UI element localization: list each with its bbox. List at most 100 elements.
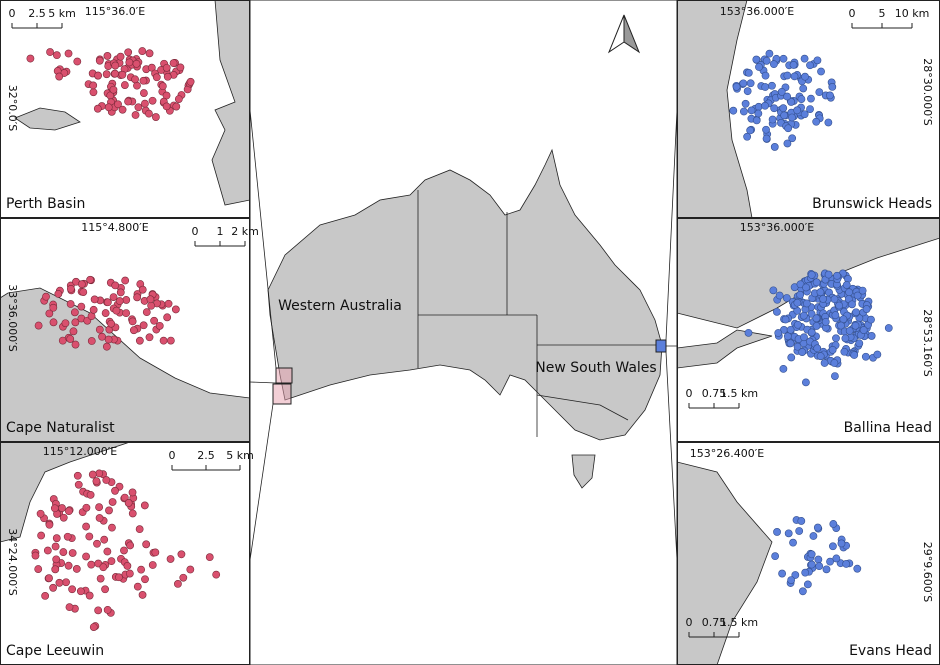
sighting (71, 340, 80, 349)
sighting (786, 339, 795, 348)
panel-frame (0, 0, 250, 218)
sighting (861, 352, 870, 361)
sighting (768, 115, 777, 124)
panel-content (677, 218, 940, 442)
sighting (128, 317, 137, 326)
sighting (802, 299, 811, 308)
sighting (867, 332, 876, 340)
sighting (111, 61, 120, 70)
sighting (842, 560, 851, 568)
sighting (812, 322, 821, 330)
sighting (801, 568, 810, 577)
sighting (151, 113, 160, 121)
sighting (61, 319, 70, 328)
sighting (793, 320, 802, 329)
sighting (166, 555, 175, 563)
sighting (762, 125, 770, 134)
sighting (90, 295, 99, 304)
sighting (813, 56, 822, 65)
sighting (791, 571, 800, 579)
sighting (819, 295, 827, 303)
sighting (107, 319, 116, 328)
sighting (831, 311, 840, 320)
sighting (729, 106, 738, 115)
sighting (128, 488, 137, 497)
sighting (34, 321, 43, 330)
sighting (151, 548, 160, 557)
sighting (148, 561, 157, 569)
sighting (139, 321, 148, 330)
sighting (42, 292, 50, 301)
sighting (774, 329, 783, 337)
sighting (755, 63, 763, 71)
sighting (82, 522, 90, 531)
sighting (840, 347, 849, 356)
sighting (752, 55, 761, 64)
sighting (145, 333, 154, 342)
sighting (813, 344, 822, 353)
inset-box (655, 339, 667, 353)
sighting (147, 301, 156, 310)
sighting (46, 48, 54, 56)
sighting (45, 520, 54, 529)
sighting (124, 48, 133, 57)
sighting (95, 469, 104, 478)
scale-label: 5 km (226, 449, 254, 462)
sighting (109, 85, 118, 94)
inset-panel: Brunswick Heads 153°36.000′E 28°30.000′S 0 5… (677, 0, 940, 218)
sighting (850, 351, 859, 359)
panel-content (677, 442, 940, 665)
sighting (65, 507, 73, 516)
sighting (66, 335, 75, 343)
sighting (835, 301, 844, 310)
land (211, 0, 250, 206)
sighting (120, 81, 129, 89)
sighting (37, 531, 46, 540)
sighting (49, 583, 58, 592)
longitude-label: 153°36.000′E (740, 221, 814, 234)
inset-panel: Perth Basin 115°36.0′E 32°0.0′S 0 2.5 5 km (0, 0, 250, 218)
sighting (92, 477, 101, 486)
sighting (111, 486, 119, 495)
sighting (884, 324, 893, 332)
scale-bar (194, 241, 246, 247)
sighting (817, 67, 825, 76)
sighting (43, 546, 52, 555)
sighting (141, 99, 149, 108)
sighting (159, 336, 168, 345)
sighting (802, 378, 810, 387)
sighting (171, 305, 180, 314)
sighting (103, 52, 112, 60)
sighting (158, 82, 167, 91)
sighting (741, 99, 750, 108)
inset-panel: Evans Head 153°26.400′E 29°9.600′S 0 0.751.5… (677, 442, 940, 665)
sighting (783, 139, 792, 148)
sighting (87, 560, 96, 569)
scale-label: 0 (686, 387, 693, 400)
sighting (64, 49, 73, 58)
sighting (51, 542, 60, 551)
sighting (212, 570, 221, 579)
scale-label: 5 (879, 7, 886, 20)
sighting (873, 350, 882, 359)
sighting (744, 328, 753, 337)
sighting (115, 573, 123, 582)
sighting (845, 288, 853, 297)
sighting (142, 308, 151, 317)
sighting (816, 288, 825, 297)
sighting (86, 275, 95, 284)
sighting (71, 318, 80, 327)
sighting (54, 289, 63, 298)
latitude-label: 29°9.600′S (921, 542, 934, 602)
sighting (743, 132, 752, 141)
sighting (107, 557, 116, 566)
sighting (841, 334, 850, 343)
sighting (821, 317, 830, 326)
sighting (152, 73, 161, 82)
sighting (155, 321, 164, 330)
sighting (779, 104, 788, 113)
sighting (66, 284, 75, 293)
scale-bar (688, 403, 740, 409)
sighting (34, 565, 43, 573)
